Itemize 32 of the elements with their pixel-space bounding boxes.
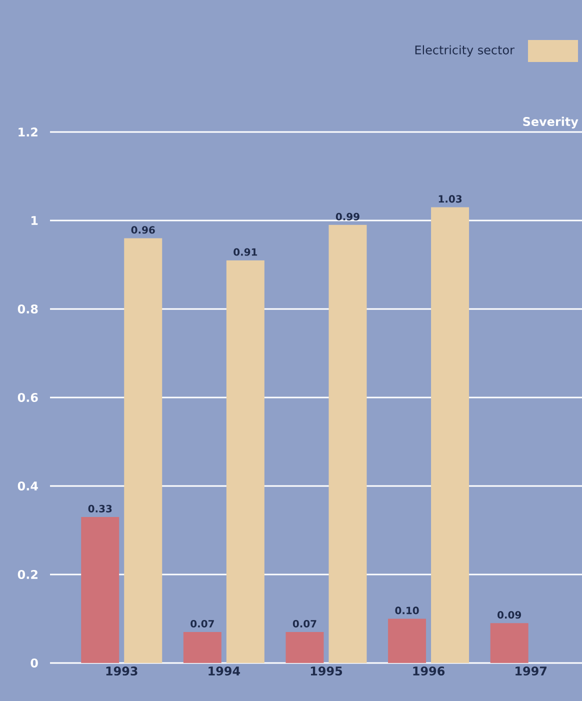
y-axis-title: Severity xyxy=(523,116,578,128)
y-tick-label: 1.2 xyxy=(18,128,38,136)
data-label: 0.10 xyxy=(395,606,419,614)
y-tick-label: 0.6 xyxy=(18,392,38,402)
y-tick-label: 0.8 xyxy=(18,304,38,314)
x-tick-label: 1994 xyxy=(208,666,240,676)
bar xyxy=(81,516,120,663)
data-label: 1.03 xyxy=(438,195,462,203)
bar xyxy=(490,623,528,663)
x-tick-label: 1997 xyxy=(516,666,547,676)
y-tick-label: 0 xyxy=(30,658,38,668)
data-label: 0.33 xyxy=(88,504,112,512)
data-label: 0.07 xyxy=(292,620,316,628)
data-label: 0.07 xyxy=(190,620,214,628)
data-label: 0.09 xyxy=(498,611,521,619)
y-tick-label: 0.4 xyxy=(18,481,38,491)
x-tick-label: 1996 xyxy=(413,666,445,676)
bar xyxy=(226,260,264,663)
bar xyxy=(431,207,470,663)
data-label: 0.99 xyxy=(336,212,360,220)
x-tick-label: 1993 xyxy=(106,666,138,676)
bar xyxy=(286,632,324,663)
bar xyxy=(328,224,367,663)
bar xyxy=(124,238,162,663)
legend-label: Electricity sector xyxy=(415,45,514,57)
data-label: 0.91 xyxy=(234,248,258,256)
data-label: 0.96 xyxy=(131,226,155,234)
y-tick-label: 1 xyxy=(32,216,38,225)
bar xyxy=(388,618,426,663)
bar xyxy=(183,632,222,663)
y-tick-label: 0.2 xyxy=(18,570,38,580)
x-tick-label: 1995 xyxy=(310,666,342,676)
